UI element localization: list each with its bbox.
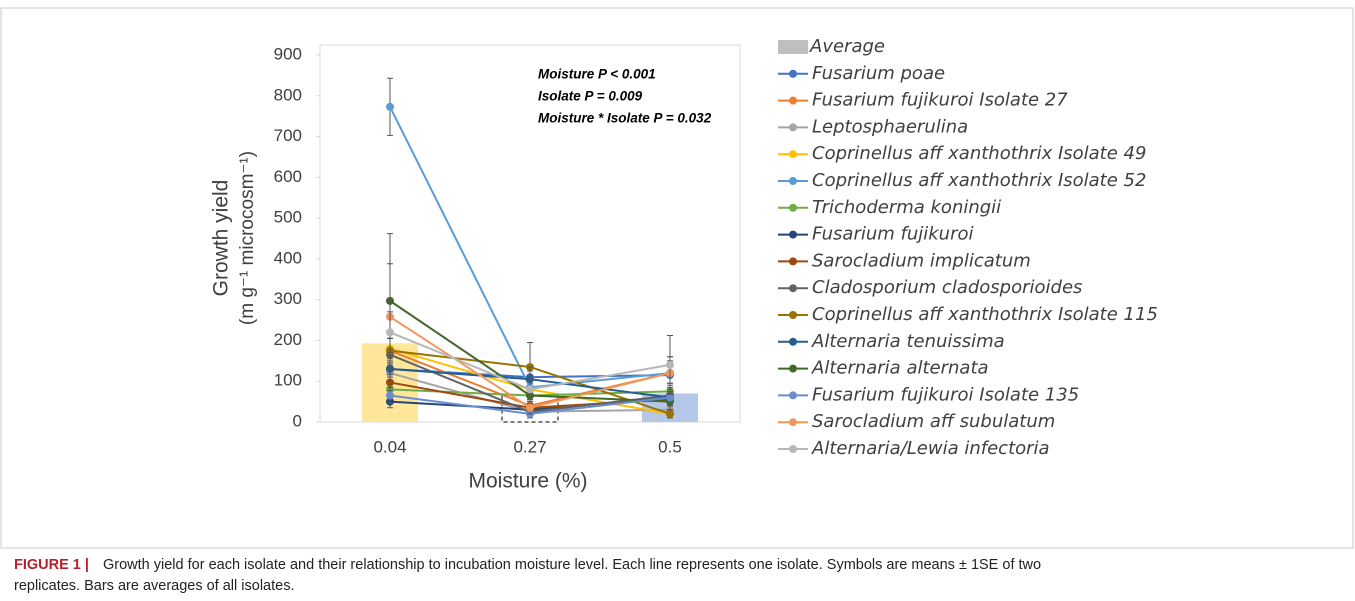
caption-text: Growth yield for each isolate and their … [103,557,1041,573]
legend-marker [789,69,797,78]
y-tick-label: 900 [274,44,302,63]
legend-marker [789,150,797,159]
legend-marker [789,311,797,319]
x-axis-label: Moisture (%) [468,470,587,493]
legend-label: Leptosphaerulina [812,116,968,137]
data-point [386,391,394,400]
legend-swatch [778,40,808,54]
data-point [526,403,534,412]
legend-marker [789,364,797,373]
legend-marker [789,418,797,427]
legend-marker [789,337,797,346]
caption-label: FIGURE 1 | [14,557,89,573]
legend-label: Fusarium fujikuroi Isolate 27 [812,90,1068,111]
annotation: Moisture P < 0.001 [538,67,656,82]
legend-label: Alternaria tenuissima [811,331,1005,352]
legend-marker [789,230,797,239]
y-tick-label: 0 [293,411,302,430]
legend-marker [789,177,797,185]
x-tick-label: 0.5 [658,437,682,456]
caption-text: replicates. Bars are averages of all iso… [14,578,294,594]
legend-marker [789,445,797,453]
legend-label: Fusarium fujikuroi [812,224,974,245]
x-tick-label: 0.04 [373,437,406,456]
data-point [386,328,394,337]
data-point [526,385,534,394]
legend-marker [789,203,797,212]
y-axis-label: Growth yield [210,180,233,297]
legend-label: Alternaria alternata [811,358,989,379]
y-axis-label: (m g⁻¹ microcosm⁻¹) [237,151,258,325]
legend-label: Average [809,36,885,57]
legend-label: Sarocladium aff subulatum [812,411,1055,432]
y-tick-label: 700 [274,126,302,145]
legend-marker [789,284,797,293]
annotation: Isolate P = 0.009 [538,89,643,104]
legend-label: Fusarium fujikuroi Isolate 135 [812,384,1079,405]
legend-marker [789,391,797,400]
figure-frame [0,7,1354,549]
data-point [386,378,394,387]
y-tick-label: 800 [274,85,302,104]
y-tick-label: 200 [274,330,302,349]
x-tick-label: 0.27 [513,437,546,456]
data-point [666,409,674,418]
legend-label: Fusarium poae [812,63,945,84]
legend-marker [789,96,797,105]
legend-marker [789,257,797,266]
y-tick-label: 600 [274,167,302,186]
legend-label: Alternaria/Lewia infectoria [811,438,1050,459]
y-tick-label: 400 [274,248,302,267]
legend-label: Sarocladium implicatum [812,250,1031,271]
data-point [666,360,674,369]
legend-label: Trichoderma koningii [812,197,1001,218]
legend-label: Cladosporium cladosporioides [812,277,1082,298]
legend-label: Coprinellus aff xanthothrix Isolate 49 [812,143,1146,164]
legend-label: Coprinellus aff xanthothrix Isolate 52 [812,170,1146,191]
legend-marker [789,123,797,132]
data-point [386,102,394,111]
y-tick-label: 500 [274,208,302,227]
annotation: Moisture * Isolate P = 0.032 [538,111,712,126]
legend-label: Coprinellus aff xanthothrix Isolate 115 [812,304,1158,325]
y-tick-label: 300 [274,289,302,308]
y-tick-label: 100 [274,371,302,390]
data-point [666,393,674,402]
